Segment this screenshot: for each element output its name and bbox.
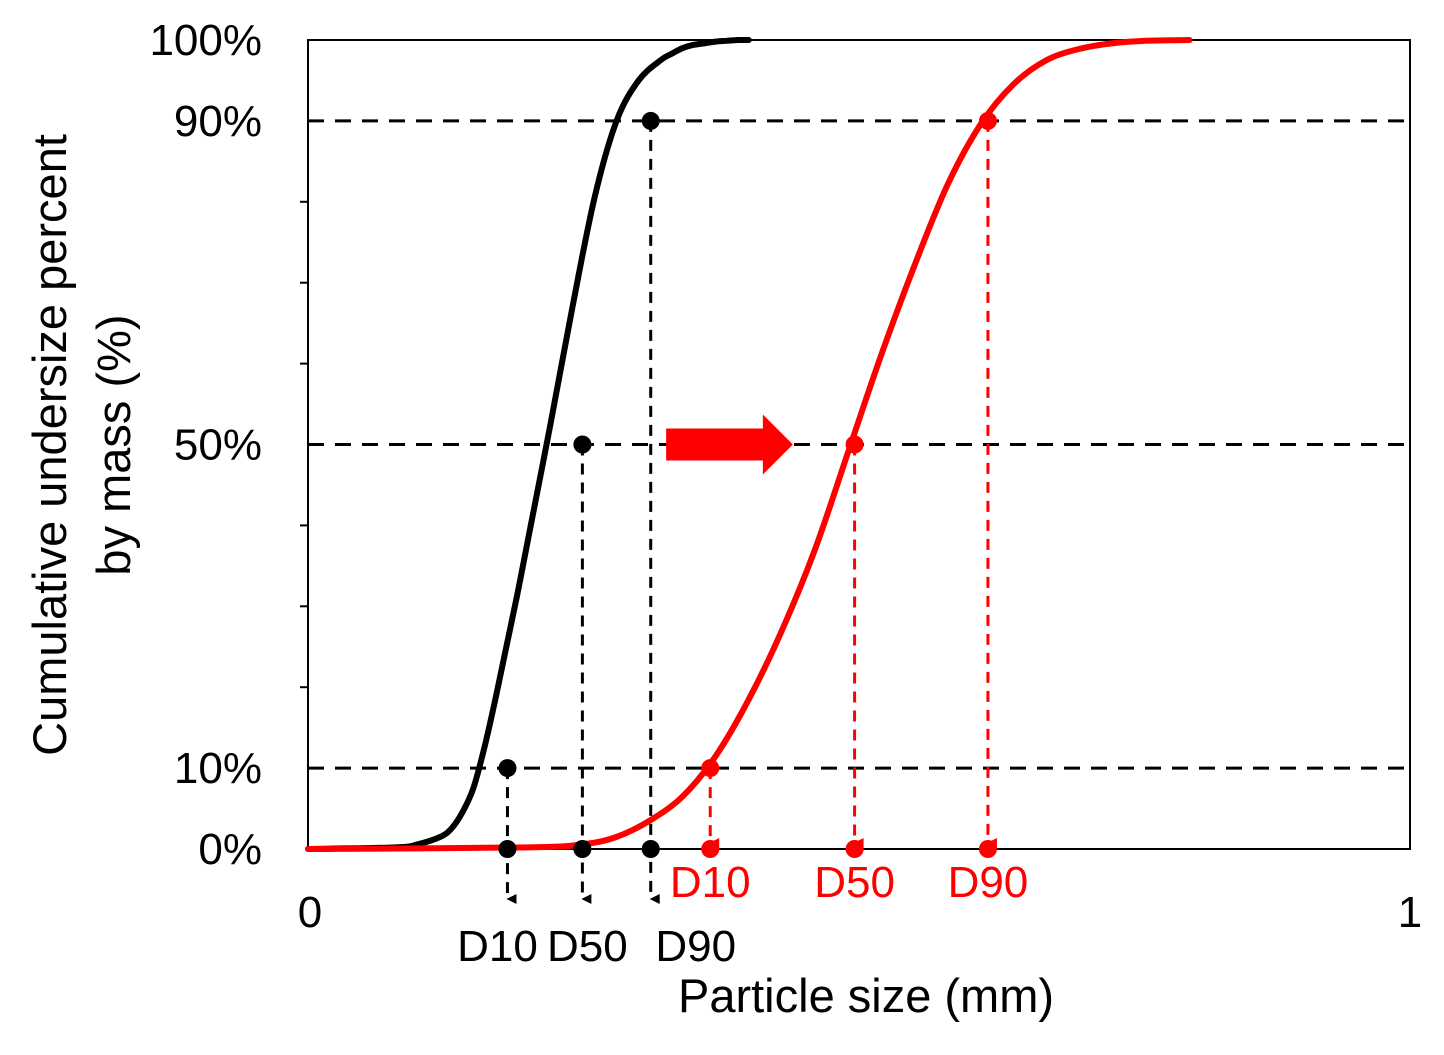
y-tick-label-90: 90%: [174, 97, 262, 146]
baseline-point-shifted-D50: [845, 840, 864, 858]
y-tick-label-50: 50%: [174, 421, 262, 470]
y-tick-labels: 0% 10% 50% 90% 100%: [149, 16, 262, 874]
baseline-point-original-D50: [573, 840, 592, 858]
y-tick-label-100: 100%: [149, 16, 262, 65]
series-line-original: [305, 36, 752, 852]
y-tick-label-10: 10%: [174, 744, 262, 793]
shift-arrow: [666, 414, 793, 475]
y-tick-label-0: 0%: [198, 825, 262, 874]
d-label-shifted-D50: D50: [814, 858, 895, 907]
y-axis-title: Cumulative undersize percent by mass (%): [23, 134, 140, 756]
d-label-original-D50: D50: [547, 922, 628, 971]
baseline-point-original-D90: [641, 840, 660, 858]
curve-point-shifted-D10: [701, 759, 720, 778]
drop-lines: [505, 120, 997, 904]
x-axis-title: Particle size (mm): [678, 969, 1054, 1022]
series-line-shifted: [305, 37, 1193, 852]
d-label-shifted-D90: D90: [948, 858, 1029, 907]
baseline-point-shifted-D10: [701, 840, 720, 858]
curve-point-original-D10: [498, 759, 517, 778]
baseline-point-original-D10: [498, 840, 517, 858]
d-label-shifted-D10: D10: [670, 858, 751, 907]
baseline-point-shifted-D90: [978, 840, 997, 858]
marker-points: [498, 111, 997, 858]
d-label-original-D90: D90: [655, 922, 736, 971]
curve-point-original-D50: [573, 435, 592, 454]
curve-point-shifted-D50: [845, 435, 864, 454]
x-tick-label-1: 1: [1398, 888, 1422, 937]
shift-arrow-shape-0: [666, 414, 793, 475]
d-label-original-D10: D10: [457, 922, 538, 971]
y-minor-ticks: [300, 200, 308, 689]
y-axis-title-line-1: Cumulative undersize percent: [23, 134, 76, 756]
curve-point-shifted-D90: [978, 111, 997, 130]
y-axis-title-line-2: by mass (%): [87, 314, 140, 575]
x-tick-label-0: 0: [298, 888, 322, 937]
curve-point-original-D90: [641, 111, 660, 130]
series-lines: [305, 36, 1193, 852]
